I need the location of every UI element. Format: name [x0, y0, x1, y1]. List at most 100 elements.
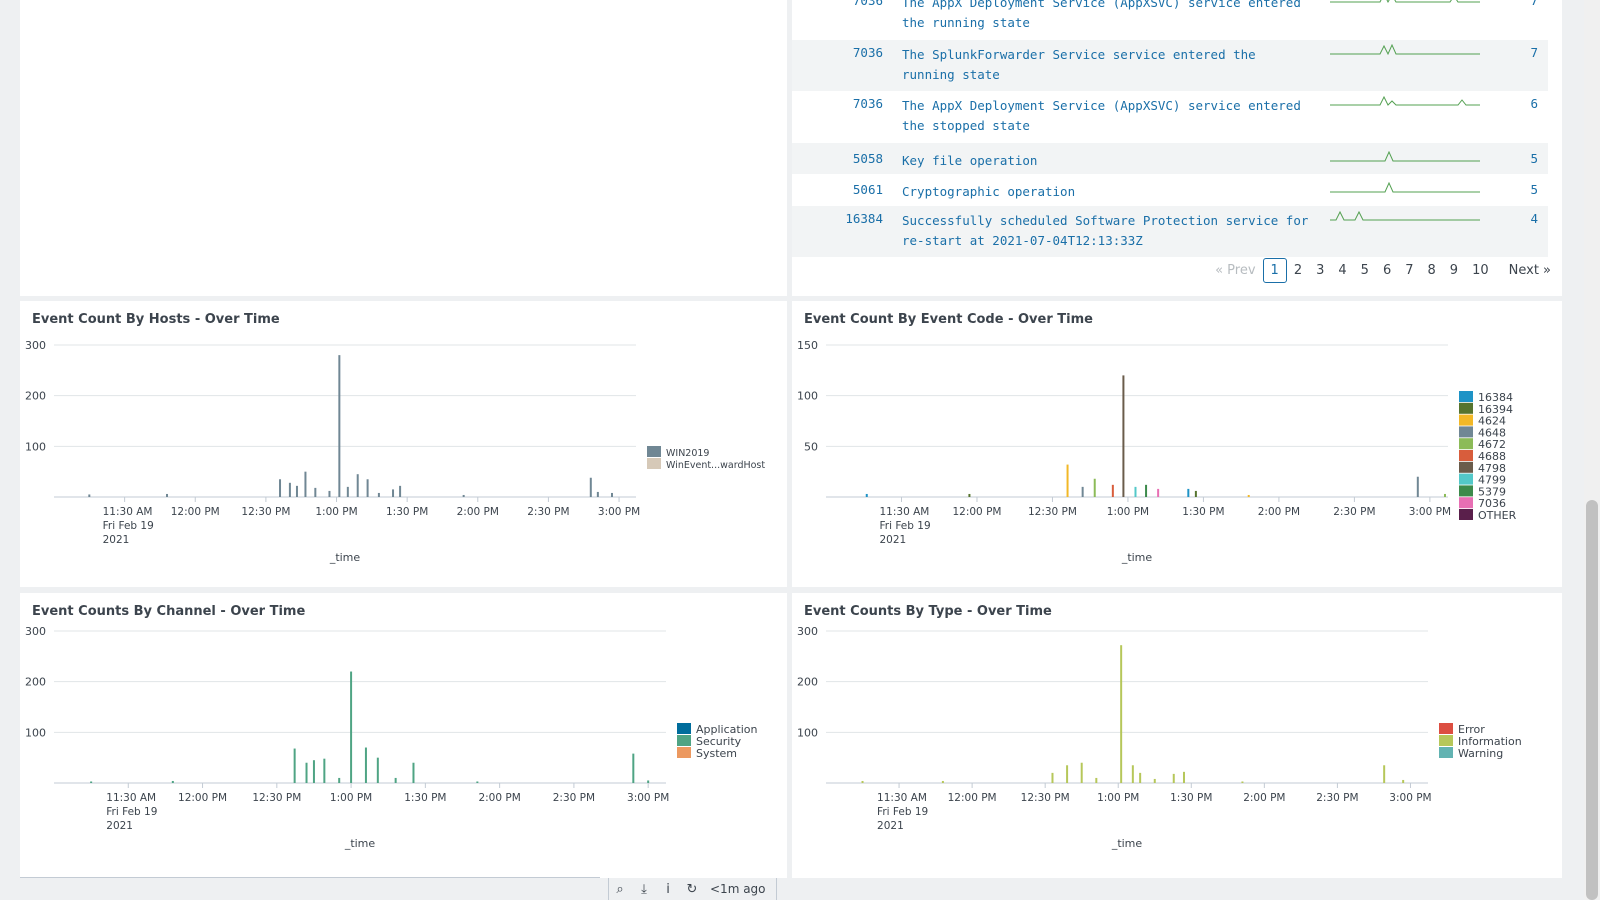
bar[interactable] — [865, 493, 868, 497]
pagination-page-3[interactable]: 3 — [1316, 263, 1325, 278]
bar[interactable] — [861, 780, 864, 783]
event-message[interactable]: The SplunkForwarder Service service ente… — [902, 47, 1256, 82]
pagination-page-2[interactable]: 2 — [1293, 263, 1303, 278]
pagination-page-7[interactable]: 7 — [1405, 263, 1414, 278]
bar[interactable] — [1066, 464, 1069, 497]
event-message[interactable]: The AppX Deployment Service (AppXSVC) se… — [902, 0, 1301, 30]
table-row[interactable]: 7036 The AppX Deployment Service (AppXSVC… — [792, 0, 1548, 40]
bar[interactable] — [1080, 762, 1083, 783]
legend-label[interactable]: 5379 — [1478, 485, 1506, 498]
legend-label[interactable]: 4688 — [1478, 450, 1506, 463]
table-row[interactable]: 5061 Cryptographic operation 5 — [792, 174, 1548, 206]
download-icon[interactable]: ⤓ — [641, 881, 647, 897]
refresh-icon[interactable]: ↻ — [686, 881, 698, 897]
bar[interactable] — [338, 355, 341, 497]
bar[interactable] — [364, 747, 367, 783]
pagination-page-6[interactable]: 6 — [1382, 263, 1392, 278]
legend-label[interactable]: Application — [696, 723, 757, 736]
legend-label[interactable]: 4648 — [1478, 426, 1506, 439]
bar[interactable] — [312, 760, 315, 783]
bar[interactable] — [1241, 781, 1244, 783]
bar[interactable] — [356, 474, 359, 497]
bar[interactable] — [1051, 772, 1054, 783]
table-row[interactable]: 7036 The AppX Deployment Service (AppXSVC… — [792, 91, 1548, 142]
event-message[interactable]: Cryptographic operation — [902, 184, 1076, 199]
search-icon[interactable]: ⌕ — [616, 881, 624, 897]
bar[interactable] — [1172, 773, 1175, 783]
legend-label[interactable]: 4672 — [1478, 438, 1506, 451]
info-icon[interactable]: i — [666, 881, 670, 897]
bar[interactable] — [399, 485, 402, 497]
bar[interactable] — [1443, 493, 1446, 497]
bar[interactable] — [1157, 488, 1160, 497]
bar[interactable] — [376, 757, 379, 783]
bar[interactable] — [293, 748, 296, 783]
bar[interactable] — [171, 780, 174, 783]
bar[interactable] — [166, 493, 169, 497]
bar[interactable] — [632, 753, 635, 783]
bar[interactable] — [1139, 772, 1142, 783]
legend-label[interactable]: 4624 — [1478, 415, 1506, 428]
bar[interactable] — [1182, 771, 1185, 783]
bar[interactable] — [1134, 486, 1137, 497]
bar[interactable] — [1066, 765, 1069, 783]
event-code[interactable]: 5061 — [852, 182, 883, 197]
event-message[interactable]: Key file operation — [902, 153, 1038, 168]
event-code[interactable]: 5058 — [852, 151, 883, 166]
bar[interactable] — [323, 758, 326, 783]
bar[interactable] — [1081, 486, 1084, 497]
bar[interactable] — [1093, 478, 1096, 497]
bar[interactable] — [1402, 779, 1405, 783]
pagination-prev[interactable]: « Prev — [1215, 263, 1256, 278]
event-code[interactable]: 7036 — [852, 45, 883, 60]
event-count[interactable]: 6 — [1530, 96, 1538, 111]
legend-label[interactable]: Information — [1458, 735, 1522, 748]
bar[interactable] — [338, 777, 341, 783]
pagination-page-5[interactable]: 5 — [1360, 263, 1369, 278]
pagination-page-10[interactable]: 10 — [1472, 263, 1489, 278]
page-scrollbar[interactable] — [1584, 0, 1600, 900]
pagination-next[interactable]: Next » — [1508, 263, 1551, 278]
legend-label[interactable]: WIN2019 — [666, 448, 709, 459]
bar[interactable] — [314, 487, 317, 497]
bar[interactable] — [1122, 375, 1125, 497]
pagination-page-9[interactable]: 9 — [1449, 263, 1459, 278]
legend-label[interactable]: 4798 — [1478, 462, 1506, 475]
event-code[interactable]: 7036 — [852, 96, 883, 111]
event-count[interactable]: 4 — [1530, 211, 1538, 226]
legend-label[interactable]: Security — [696, 735, 742, 748]
bar[interactable] — [1383, 765, 1386, 783]
bar[interactable] — [610, 492, 613, 497]
legend-label[interactable]: System — [696, 747, 737, 760]
bar[interactable] — [1120, 645, 1123, 783]
bar[interactable] — [1247, 494, 1250, 497]
bar[interactable] — [1095, 777, 1098, 783]
bar[interactable] — [1111, 484, 1114, 497]
table-row[interactable]: 16384 Successfully scheduled Software Pro… — [792, 206, 1548, 257]
bar[interactable] — [1131, 765, 1134, 783]
legend-label[interactable]: 16384 — [1478, 391, 1513, 404]
bar[interactable] — [1153, 778, 1156, 783]
bar[interactable] — [647, 780, 650, 783]
bar[interactable] — [476, 781, 479, 783]
legend-label[interactable]: OTHER — [1478, 509, 1517, 522]
bar[interactable] — [377, 492, 380, 497]
bar[interactable] — [412, 762, 415, 783]
scrollbar-thumb[interactable] — [1586, 500, 1598, 900]
bar[interactable] — [462, 494, 465, 497]
legend-label[interactable]: 4799 — [1478, 474, 1506, 487]
legend-label[interactable]: Warning — [1458, 747, 1503, 760]
bar[interactable] — [346, 486, 349, 497]
pagination-page-1[interactable]: 1 — [1262, 258, 1287, 283]
bar[interactable] — [394, 777, 397, 783]
bar[interactable] — [941, 780, 944, 783]
event-message[interactable]: The AppX Deployment Service (AppXSVC) se… — [902, 98, 1301, 133]
event-code[interactable]: 7036 — [852, 0, 883, 8]
bar[interactable] — [1187, 488, 1190, 497]
event-count[interactable]: 5 — [1530, 182, 1538, 197]
legend-label[interactable]: Error — [1458, 723, 1485, 736]
event-count[interactable]: 7 — [1530, 0, 1538, 8]
bar[interactable] — [88, 494, 91, 497]
bar[interactable] — [589, 477, 592, 497]
event-count[interactable]: 5 — [1530, 151, 1538, 166]
